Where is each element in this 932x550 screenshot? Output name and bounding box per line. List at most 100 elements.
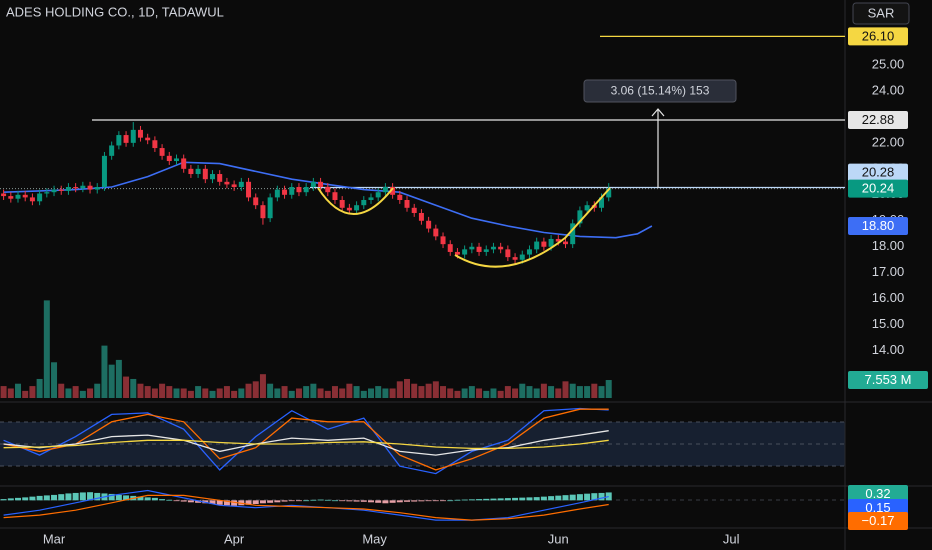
candle-body: [109, 145, 115, 156]
macd-histogram-bar: [72, 492, 79, 501]
macd-histogram-bar: [519, 497, 526, 501]
volume-bar: [461, 388, 468, 398]
candle-body: [145, 137, 151, 141]
currency-button[interactable]: [852, 2, 910, 25]
volume-bar: [166, 386, 173, 398]
candle-body: [555, 238, 561, 242]
macd-histogram-label: 0.32: [865, 486, 890, 501]
candle-body: [562, 241, 568, 245]
volume-bar: [303, 386, 310, 398]
macd-histogram-bar: [375, 500, 382, 503]
candle-body: [29, 197, 35, 202]
y-tick-label: 24.00: [872, 82, 905, 97]
volume-bar: [504, 386, 511, 398]
macd-histogram-bar: [245, 500, 252, 505]
volume-bar: [367, 388, 374, 398]
candle-body: [469, 246, 475, 250]
candle-body: [318, 181, 324, 188]
macd-line-label: 0.15: [865, 500, 890, 515]
macd-histogram-bar: [223, 500, 230, 506]
candle-body: [260, 205, 266, 219]
macd-histogram-bar: [548, 496, 555, 501]
candle-body: [101, 155, 107, 188]
macd-histogram-bar: [123, 495, 130, 501]
macd-histogram-bar: [353, 500, 360, 502]
macd-histogram-bar: [151, 497, 158, 501]
x-tick-label: Jun: [548, 531, 569, 546]
candle-body: [80, 185, 86, 189]
macd-histogram-bar: [476, 499, 483, 501]
volume-bar: [440, 386, 447, 398]
macd-histogram-bar: [317, 499, 324, 501]
last-price-label: 20.24: [862, 181, 895, 196]
macd-histogram-bar: [396, 500, 403, 503]
candle-body: [87, 185, 93, 190]
candle-body: [65, 187, 71, 191]
oscillator-line: [3, 430, 609, 456]
macd-histogram-bar: [411, 500, 418, 502]
candle-body: [195, 168, 201, 175]
measure-label: 3.06 (15.14%) 153: [611, 84, 710, 98]
level-label: 20.28: [862, 165, 895, 180]
macd-histogram-bar: [288, 500, 295, 502]
y-tick-label: 25.00: [872, 56, 905, 71]
currency-label[interactable]: SAR: [868, 5, 895, 20]
macd-histogram-bar: [187, 500, 194, 503]
candle-body: [476, 246, 482, 252]
x-tick-label: May: [362, 531, 387, 546]
candle-body: [526, 249, 532, 255]
macd-histogram-bar: [591, 493, 598, 501]
candle-body: [296, 187, 302, 193]
ma-label: 18.80: [862, 218, 895, 233]
cup-curve: [454, 187, 611, 268]
macd-histogram-bar: [504, 498, 511, 501]
last-price-label-bg: [848, 179, 908, 198]
stoch-band: [0, 422, 845, 466]
candle-body: [541, 241, 547, 247]
volume-bar: [418, 386, 425, 398]
macd-histogram-bar: [490, 498, 497, 501]
macd-histogram-bar: [461, 499, 468, 501]
volume-bar: [51, 362, 58, 398]
macd-histogram-bar: [303, 500, 310, 502]
macd-histogram-bar: [259, 500, 266, 504]
macd-histogram-bar: [137, 496, 144, 501]
volume-label-bg: [848, 371, 928, 390]
candle-body: [440, 236, 446, 245]
macd-histogram-bar: [231, 500, 238, 506]
volume-bar: [540, 383, 547, 398]
macd-histogram-bar: [512, 497, 519, 501]
volume-bar: [512, 388, 519, 398]
y-tick-label: 22.00: [872, 134, 905, 149]
candle-body: [152, 140, 158, 149]
volume-bar: [180, 388, 187, 398]
candle-body: [411, 207, 417, 213]
macd-line-label: −0.17: [862, 513, 895, 528]
macd-histogram-bar: [0, 499, 7, 501]
volume-bar: [22, 390, 29, 398]
volume-bar: [7, 388, 14, 398]
candle-body: [253, 197, 259, 206]
candle-body: [181, 158, 187, 169]
candle-body: [375, 192, 381, 198]
macd-histogram-bar: [94, 492, 101, 501]
volume-bar: [483, 390, 490, 398]
candle-body: [447, 244, 453, 252]
x-tick-label: Apr: [224, 531, 245, 546]
candle-body: [512, 257, 518, 260]
macd-histogram-bar: [115, 494, 122, 501]
macd-histogram-bar: [540, 496, 547, 501]
volume-bar: [324, 390, 331, 398]
level-label-bg: [848, 163, 908, 182]
ma-label-bg: [848, 216, 908, 235]
y-tick-label: 18.00: [872, 238, 905, 253]
macd-histogram-bar: [58, 494, 65, 501]
volume-bar: [144, 386, 151, 398]
chart-title: ADES HOLDING CO., 1D, TADAWUL: [6, 4, 224, 19]
volume-bar: [173, 388, 180, 398]
macd-histogram-bar: [569, 494, 576, 501]
candle-body: [303, 187, 309, 193]
volume-bar: [526, 386, 533, 398]
